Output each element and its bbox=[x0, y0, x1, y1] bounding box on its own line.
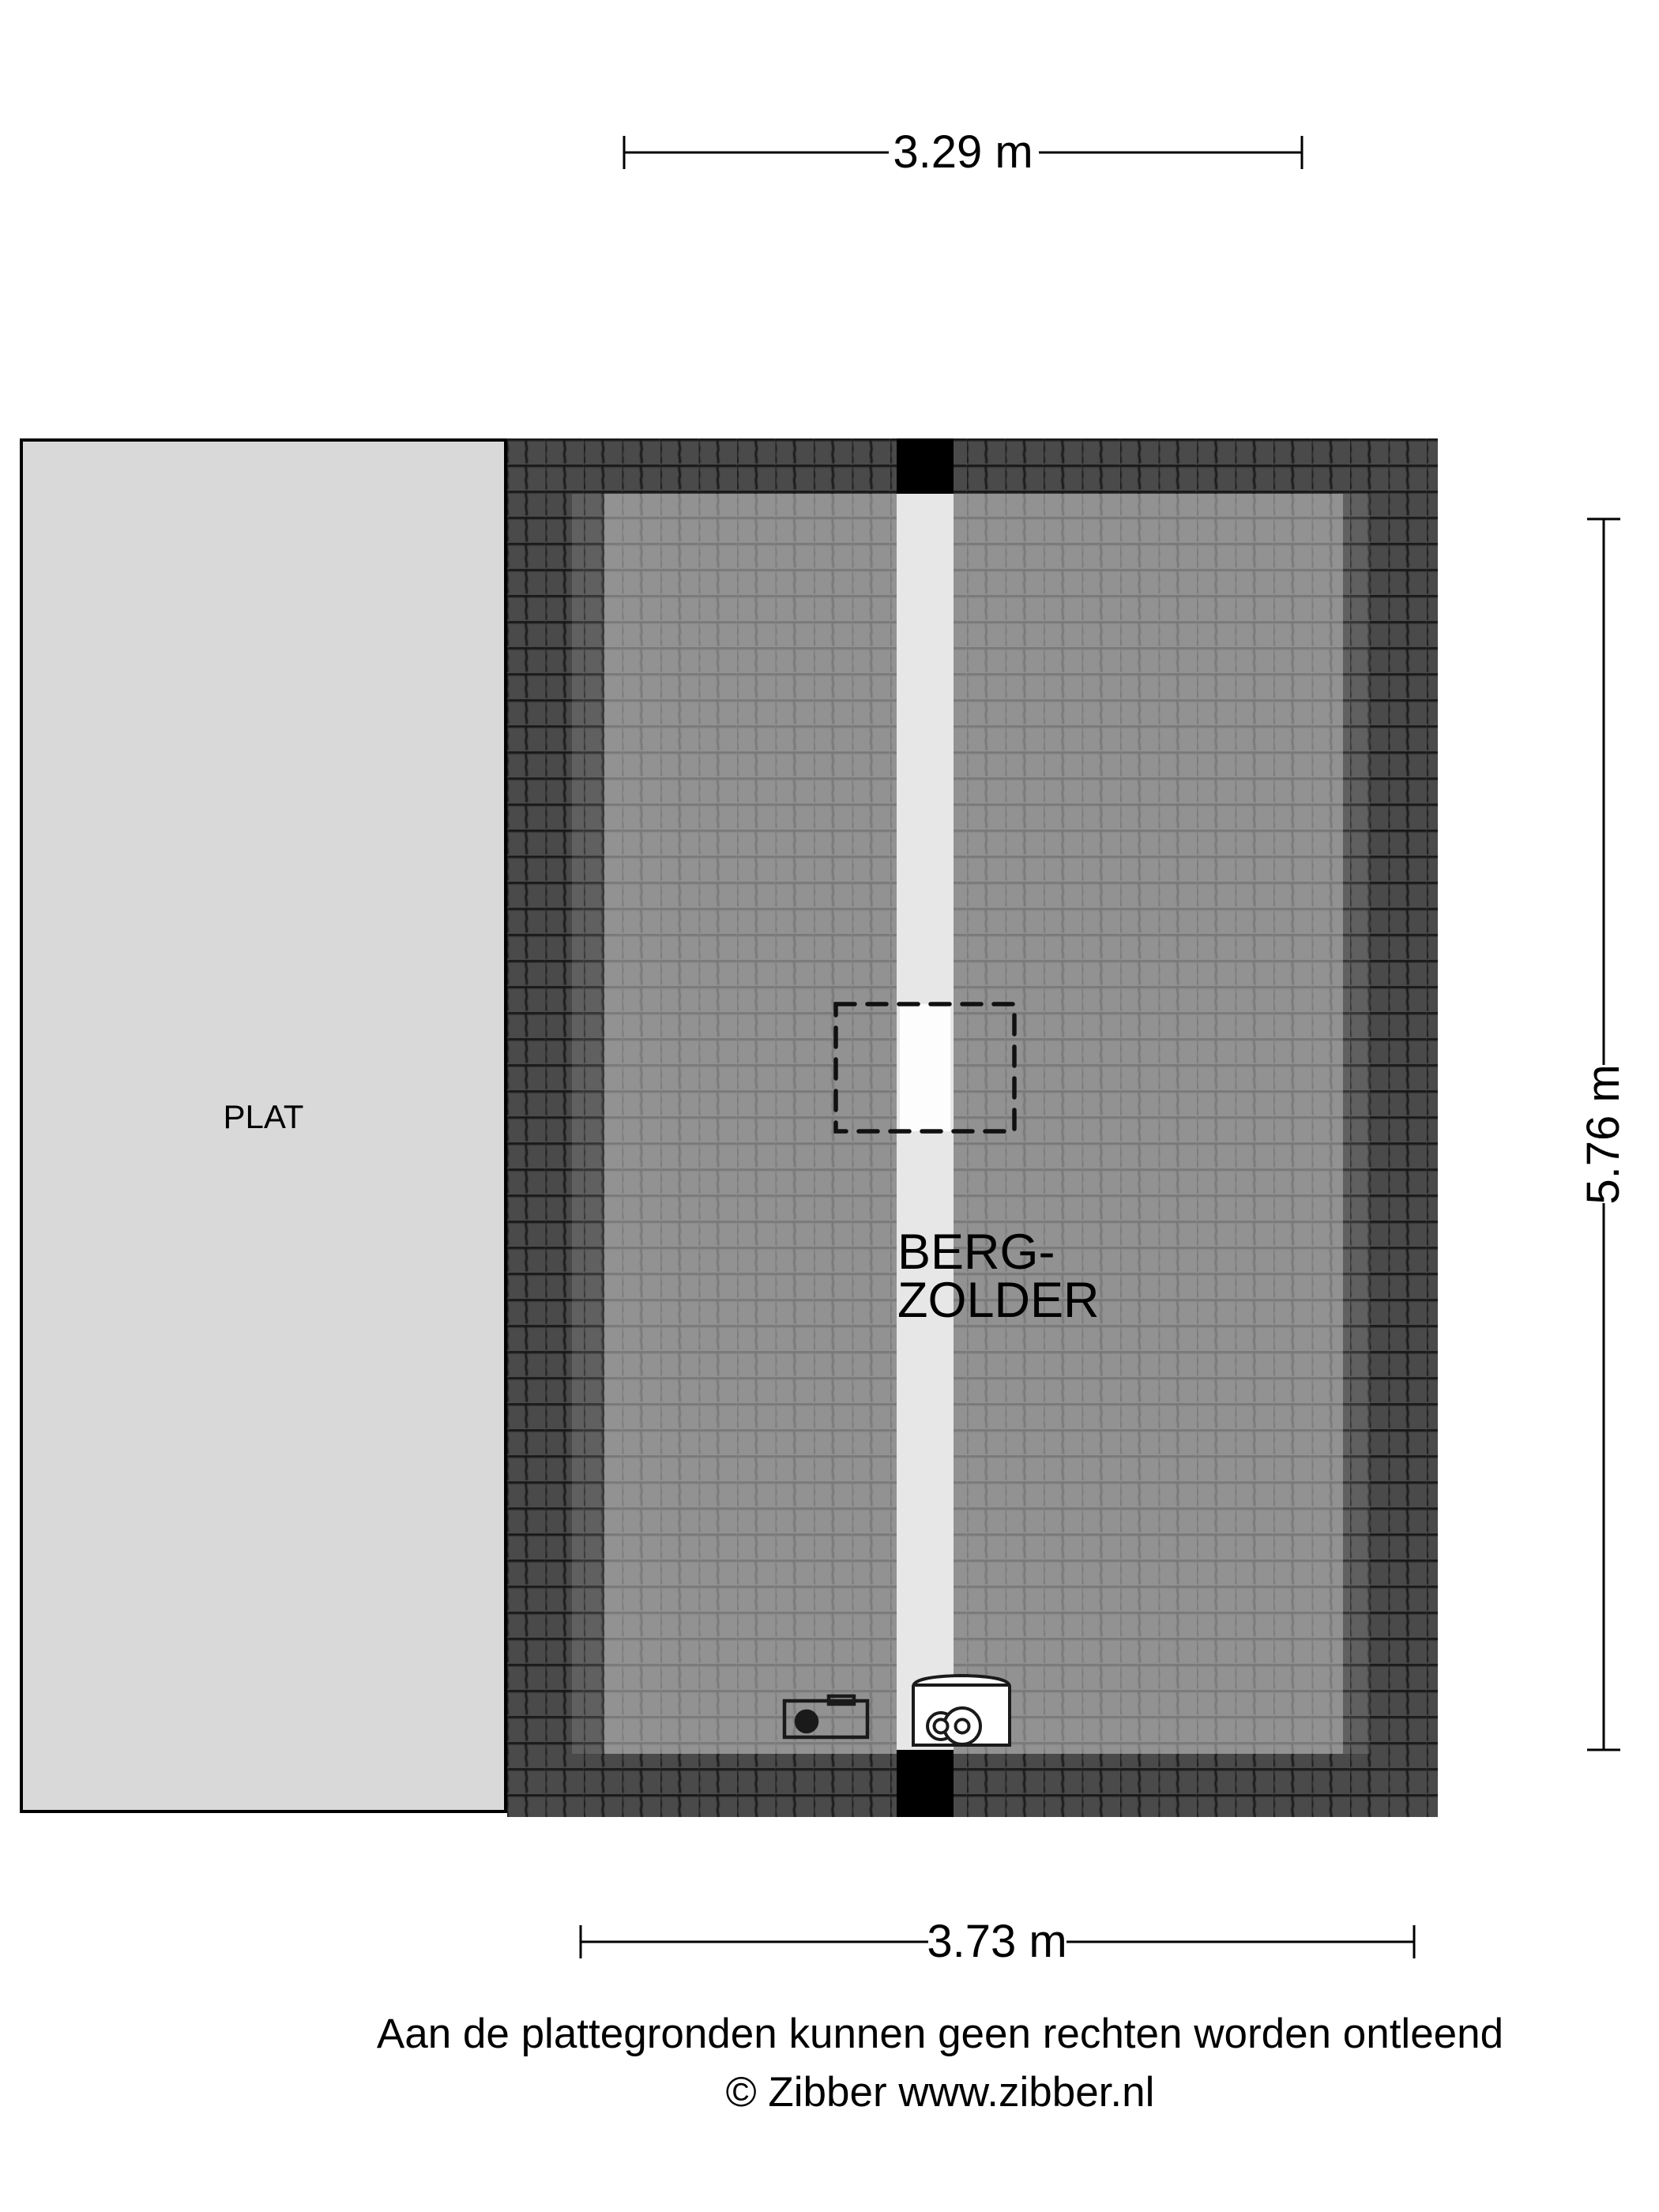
svg-text:ZOLDER: ZOLDER bbox=[897, 1273, 1100, 1328]
svg-text:5.76 m: 5.76 m bbox=[1578, 1064, 1629, 1204]
svg-text:BERG-: BERG- bbox=[897, 1224, 1055, 1280]
